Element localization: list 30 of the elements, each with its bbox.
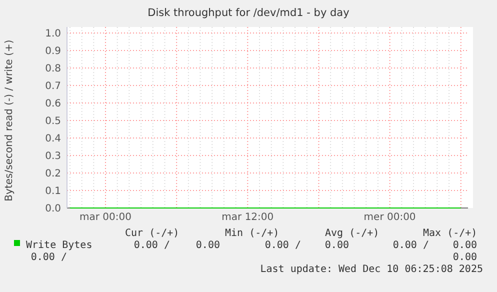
text: 0.00 xyxy=(324,240,349,251)
y-tick-label: 0.7 xyxy=(45,81,61,92)
text: Last update: Wed Dec 10 06:25:08 2025 xyxy=(260,264,483,275)
y-tick-label: 1.0 xyxy=(45,28,61,40)
text: 0.00 xyxy=(452,252,477,263)
y-tick-label: 0.3 xyxy=(45,151,61,162)
x-tick-label: mer 00:00 xyxy=(364,212,416,223)
text: Avg (-/+) xyxy=(325,228,380,239)
text: 0.00 / xyxy=(392,240,429,251)
text: 0.00 / xyxy=(134,240,170,251)
y-axis-title: Bytes/second read (-) / write (+) xyxy=(4,40,15,202)
text: 0.00 xyxy=(452,240,477,251)
y-tick-label: 0.4 xyxy=(45,134,61,144)
text: Max (-/+) xyxy=(423,228,478,239)
text: 0.00 / xyxy=(30,252,67,263)
y-tick-label: 0.2 xyxy=(45,168,61,180)
x-tick-label: mar 12:00 xyxy=(222,212,274,223)
y-tick-label: 0.6 xyxy=(45,98,61,110)
legend-label: Write Bytes xyxy=(26,240,92,251)
y-tick-label: 0.8 xyxy=(45,64,61,74)
y-tick-label: 0.5 xyxy=(45,116,61,127)
chart-title: Disk throughput for /dev/md1 - by day xyxy=(148,7,350,19)
x-tick-label: mar 00:00 xyxy=(80,212,132,223)
y-tick-label: 0.9 xyxy=(45,46,61,57)
y-tick-label: 0.1 xyxy=(45,186,61,197)
text: 0.00 / xyxy=(264,240,301,251)
text: Min (-/+) xyxy=(225,228,280,239)
text: 0.00 xyxy=(196,240,220,251)
y-tick-label: 0.0 xyxy=(45,204,61,214)
text: Cur (-/+) xyxy=(125,228,180,239)
